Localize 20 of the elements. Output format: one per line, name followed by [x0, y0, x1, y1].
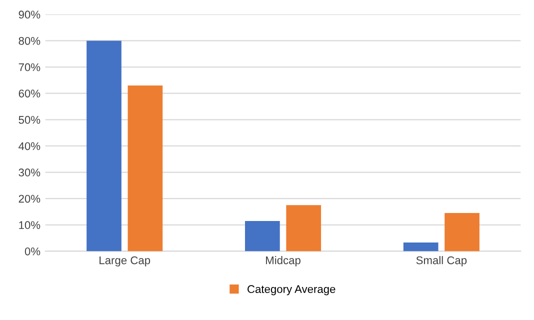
y-tick-label: 30%	[18, 168, 40, 176]
x-tick-label: Midcap	[266, 256, 300, 266]
bar	[286, 205, 322, 252]
bar	[86, 40, 122, 252]
y-tick-label: 40%	[18, 142, 40, 150]
bar	[128, 85, 163, 252]
y-tick-label: 80%	[18, 36, 40, 45]
y-tick-label: 20%	[18, 194, 40, 203]
bar	[403, 242, 438, 252]
y-tick-label: 90%	[18, 10, 40, 19]
y-tick-label: 70%	[18, 63, 40, 72]
y-tick-label: 10%	[19, 221, 40, 230]
bar	[444, 213, 480, 252]
y-tick-label: 50%	[18, 116, 40, 124]
x-tick-label: Large Cap	[100, 256, 150, 266]
y-tick-label: 0%	[24, 247, 40, 256]
y-tick-label: 60%	[18, 90, 40, 98]
x-tick-label: Small Cap	[416, 256, 467, 266]
bar	[245, 220, 280, 252]
legend-label: Category Average	[248, 285, 336, 296]
